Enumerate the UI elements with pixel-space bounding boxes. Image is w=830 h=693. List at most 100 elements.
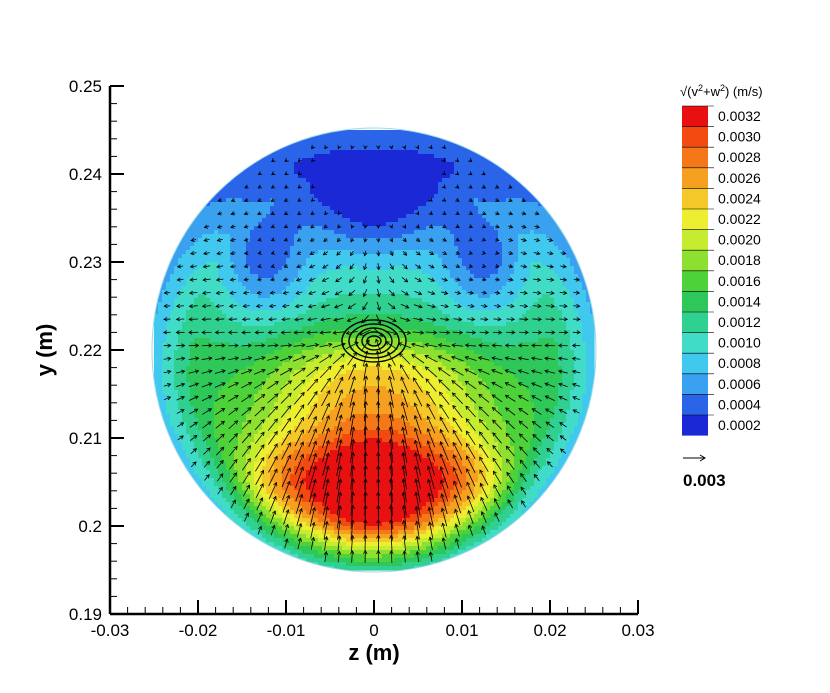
contour-cell [294, 226, 299, 231]
contour-cell [306, 346, 311, 351]
contour-cell [326, 238, 331, 243]
contour-cell [170, 318, 175, 323]
contour-cell [386, 246, 391, 251]
contour-cell [570, 266, 575, 271]
contour-cell [354, 158, 359, 163]
contour-cell [418, 322, 423, 327]
contour-cell [342, 158, 347, 163]
contour-cell [486, 342, 491, 347]
contour-cell [230, 218, 235, 223]
contour-cell [222, 198, 227, 203]
contour-cell [402, 302, 407, 307]
contour-cell [222, 298, 227, 303]
contour-cell [242, 218, 247, 223]
contour-cell [422, 326, 427, 331]
contour-cell [374, 254, 379, 259]
contour-cell [238, 218, 243, 223]
contour-cell [518, 306, 523, 311]
contour-cell [250, 210, 255, 215]
contour-cell [494, 178, 499, 183]
contour-cell [506, 322, 511, 327]
contour-cell [490, 290, 495, 295]
contour-cell [274, 254, 279, 259]
contour-cell [306, 254, 311, 259]
contour-cell [402, 202, 407, 207]
contour-cell [266, 178, 271, 183]
contour-cell [242, 210, 247, 215]
contour-cell [198, 238, 203, 243]
contour-cell [258, 298, 263, 303]
contour-cell [526, 302, 531, 307]
contour-cell [554, 234, 559, 239]
contour-cell [442, 222, 447, 227]
contour-cell [570, 294, 575, 299]
contour-cell [566, 334, 571, 339]
contour-cell [382, 242, 387, 247]
contour-cell [354, 190, 359, 195]
contour-cell [550, 334, 555, 339]
contour-cell [382, 138, 387, 143]
contour-cell [310, 174, 315, 179]
contour-cell [574, 262, 579, 267]
contour-cell [346, 178, 351, 183]
contour-cell [350, 142, 355, 147]
contour-cell [334, 294, 339, 299]
contour-cell [482, 334, 487, 339]
contour-cell [410, 162, 415, 167]
contour-cell [366, 310, 371, 315]
contour-cell [198, 342, 203, 347]
contour-cell [470, 154, 475, 159]
contour-cell [302, 162, 307, 167]
contour-cell [522, 214, 527, 219]
contour-cell [270, 338, 275, 343]
contour-cell [350, 238, 355, 243]
contour-cell [462, 266, 467, 271]
contour-cell [586, 306, 591, 311]
contour-cell [214, 314, 219, 319]
contour-cell [346, 290, 351, 295]
contour-cell [426, 206, 431, 211]
contour-cell [510, 242, 515, 247]
contour-cell [354, 206, 359, 211]
contour-cell [206, 302, 211, 307]
contour-cell [242, 186, 247, 191]
contour-cell [210, 302, 215, 307]
contour-cell [502, 298, 507, 303]
contour-cell [198, 222, 203, 227]
contour-cell [326, 250, 331, 255]
contour-cell [314, 146, 319, 151]
contour-cell [554, 278, 559, 283]
contour-cell [562, 334, 567, 339]
contour-cell [382, 178, 387, 183]
contour-cell [550, 274, 555, 279]
contour-cell [294, 186, 299, 191]
contour-cell [298, 182, 303, 187]
contour-cell [558, 230, 563, 235]
contour-cell [374, 302, 379, 307]
contour-cell [318, 146, 323, 151]
contour-cell [310, 274, 315, 279]
contour-cell [502, 222, 507, 227]
contour-cell [398, 174, 403, 179]
contour-cell [238, 302, 243, 307]
contour-cell [434, 294, 439, 299]
contour-cell [290, 314, 295, 319]
contour-cell [450, 246, 455, 251]
contour-cell [574, 294, 579, 299]
contour-cell [486, 174, 491, 179]
contour-cell [390, 286, 395, 291]
contour-cell [418, 262, 423, 267]
contour-cell [542, 290, 547, 295]
contour-cell [262, 218, 267, 223]
contour-cell [230, 202, 235, 207]
contour-cell [306, 302, 311, 307]
contour-cell [214, 282, 219, 287]
contour-cell [222, 334, 227, 339]
contour-cell [438, 166, 443, 171]
contour-cell [530, 270, 535, 275]
contour-cell [354, 274, 359, 279]
contour-cell [242, 174, 247, 179]
contour-cell [514, 250, 519, 255]
contour-cell [546, 338, 551, 343]
contour-cell [462, 270, 467, 275]
